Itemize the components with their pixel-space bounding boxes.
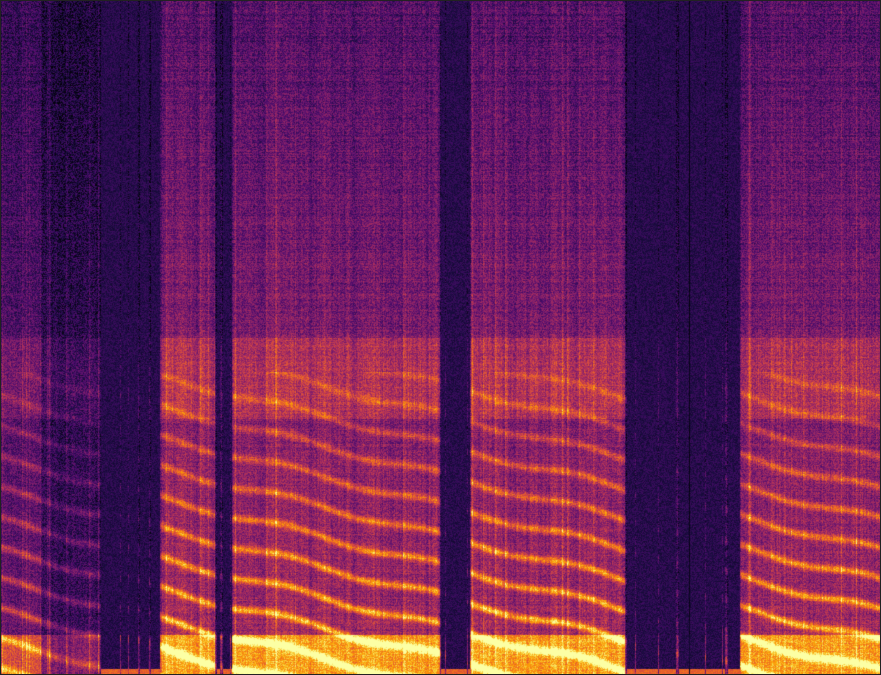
spectrogram-heatmap: [0, 0, 881, 675]
spectrogram: [0, 0, 881, 675]
